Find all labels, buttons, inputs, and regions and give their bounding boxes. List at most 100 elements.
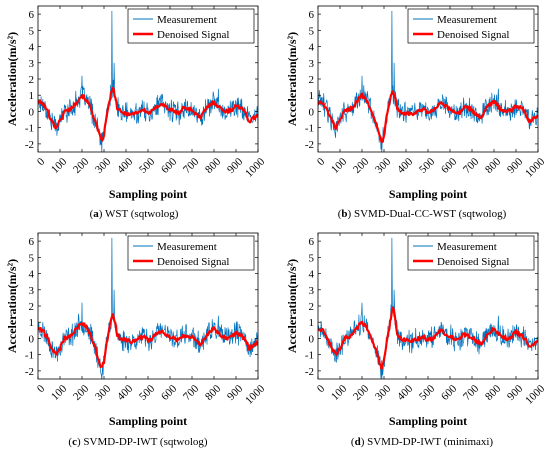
x-tick-label: 700 bbox=[461, 155, 482, 176]
y-tick-label: 1 bbox=[309, 317, 315, 329]
x-tick-label: 100 bbox=[329, 382, 350, 403]
chart-panel-a: 0 100 200 300 400 500 600 700 800 9001000-2-10123… bbox=[5, 5, 268, 201]
y-tick-label: 5 bbox=[29, 252, 35, 264]
legend-entry-denoised: Denoised Signal bbox=[437, 256, 509, 268]
x-tick-label: 900 bbox=[505, 155, 526, 176]
y-tick-label: 6 bbox=[309, 236, 315, 248]
x-axis-label: Sampling point bbox=[389, 414, 467, 428]
legend-entry-measurement: Measurement bbox=[157, 14, 217, 26]
y-tick-label: -1 bbox=[305, 350, 314, 362]
y-tick-label: 5 bbox=[309, 252, 315, 264]
y-tick-label: 3 bbox=[309, 58, 315, 70]
x-tick-label: 100 bbox=[49, 155, 70, 176]
legend-entry-denoised: Denoised Signal bbox=[157, 29, 229, 41]
x-tick-label: 0 bbox=[35, 155, 48, 168]
x-tick-label: 900 bbox=[505, 382, 526, 403]
chart-panel-d: 0 100 200 300 400 500 600 700 800 9001000-2-10123… bbox=[285, 232, 548, 428]
x-tick-label: 0 bbox=[35, 382, 48, 395]
x-tick-label: 400 bbox=[115, 382, 136, 403]
y-tick-label: -2 bbox=[305, 139, 314, 151]
measurement-series-line bbox=[38, 237, 258, 379]
x-tick-label: 0 bbox=[315, 382, 328, 395]
x-tick-label: 900 bbox=[225, 382, 246, 403]
caption-letter: a bbox=[93, 208, 99, 220]
x-tick-label: 500 bbox=[417, 155, 438, 176]
caption-paren: ( bbox=[68, 436, 73, 448]
y-tick-label: 3 bbox=[29, 285, 35, 297]
denoised-series-line bbox=[38, 313, 258, 369]
caption-letter: d bbox=[354, 436, 361, 448]
y-axis-label: Acceleration(m/s²) bbox=[5, 32, 19, 126]
denoised-series-line bbox=[38, 86, 258, 142]
x-axis-label: Sampling point bbox=[109, 414, 187, 428]
legend: Measurement Denoised Signal bbox=[127, 8, 255, 44]
y-tick-label: 2 bbox=[309, 301, 315, 313]
x-tick-label: 400 bbox=[115, 155, 136, 176]
panel-caption-d: (d) SVMD-DP-IWT (minimaxi) bbox=[351, 436, 493, 448]
caption-paren: ) bbox=[98, 208, 103, 220]
x-tick-label: 800 bbox=[483, 382, 504, 403]
x-tick-label: 400 bbox=[395, 382, 416, 403]
legend-box bbox=[127, 235, 255, 271]
y-tick-label: 4 bbox=[309, 269, 315, 281]
legend: Measurement Denoised Signal bbox=[407, 8, 535, 44]
y-tick-label: 2 bbox=[29, 74, 35, 86]
x-tick-label: 1000 bbox=[243, 382, 267, 406]
y-tick-label: -1 bbox=[305, 123, 314, 135]
x-tick-label: 1000 bbox=[523, 155, 547, 179]
y-tick-label: 6 bbox=[29, 236, 35, 248]
denoised-series-line bbox=[318, 90, 538, 144]
y-tick-label: 1 bbox=[309, 90, 315, 102]
y-tick-label: -2 bbox=[25, 139, 34, 151]
x-tick-label: 600 bbox=[159, 382, 180, 403]
legend: Measurement Denoised Signal bbox=[127, 235, 255, 271]
y-axis-label: Acceleration(m/s²) bbox=[285, 32, 299, 126]
caption-paren: ( bbox=[350, 436, 355, 448]
y-tick-label: -2 bbox=[25, 366, 34, 378]
legend-box bbox=[407, 8, 535, 44]
x-tick-label: 500 bbox=[137, 382, 158, 403]
chart-panel-b: 0 100 200 300 400 500 600 700 800 9001000-2-10123… bbox=[285, 5, 548, 201]
y-axis-label: Acceleration(m/s²) bbox=[5, 259, 19, 353]
legend-entry-measurement: Measurement bbox=[437, 241, 497, 253]
x-axis-label: Sampling point bbox=[109, 187, 187, 201]
x-tick-label: 1000 bbox=[523, 382, 547, 406]
y-tick-label: 3 bbox=[309, 285, 315, 297]
x-tick-label: 800 bbox=[203, 382, 224, 403]
y-tick-label: 4 bbox=[29, 269, 35, 281]
x-tick-label: 500 bbox=[417, 382, 438, 403]
y-tick-label: 4 bbox=[309, 42, 315, 54]
y-tick-label: -2 bbox=[305, 366, 314, 378]
measurement-series-line bbox=[318, 237, 538, 379]
y-tick-label: 5 bbox=[309, 25, 315, 37]
x-tick-label: 900 bbox=[225, 155, 246, 176]
x-tick-label: 200 bbox=[351, 382, 372, 403]
panel-caption-c: (c) SVMD-DP-IWT (sqtwolog) bbox=[68, 436, 207, 448]
caption-paren: ) bbox=[360, 436, 365, 448]
caption-paren: ) bbox=[76, 436, 81, 448]
x-tick-label: 600 bbox=[439, 155, 460, 176]
legend-entry-measurement: Measurement bbox=[437, 14, 497, 26]
x-tick-label: 700 bbox=[181, 155, 202, 176]
caption-text: SVMD-Dual-CC-WST (sqtwolog) bbox=[351, 208, 507, 220]
caption-letter: c bbox=[72, 436, 77, 448]
legend: Measurement Denoised Signal bbox=[407, 235, 535, 271]
caption-text: WST (sqtwolog) bbox=[102, 208, 179, 220]
x-tick-label: 200 bbox=[351, 155, 372, 176]
y-tick-label: -1 bbox=[25, 123, 34, 135]
y-tick-label: 4 bbox=[29, 42, 35, 54]
y-axis-label: Acceleration(m/s²) bbox=[285, 259, 299, 353]
x-tick-label: 600 bbox=[159, 155, 180, 176]
x-tick-label: 300 bbox=[373, 155, 394, 176]
y-tick-label: 6 bbox=[309, 9, 315, 21]
caption-paren: ) bbox=[347, 208, 352, 220]
x-tick-label: 300 bbox=[93, 155, 114, 176]
y-tick-label: 6 bbox=[29, 9, 35, 21]
caption-text: SVMD-DP-IWT (sqtwolog) bbox=[80, 436, 208, 448]
x-tick-label: 700 bbox=[461, 382, 482, 403]
y-tick-label: 1 bbox=[29, 317, 35, 329]
x-tick-label: 600 bbox=[439, 382, 460, 403]
x-tick-label: 300 bbox=[93, 382, 114, 403]
x-axis-label: Sampling point bbox=[389, 187, 467, 201]
caption-paren: ( bbox=[337, 208, 342, 220]
